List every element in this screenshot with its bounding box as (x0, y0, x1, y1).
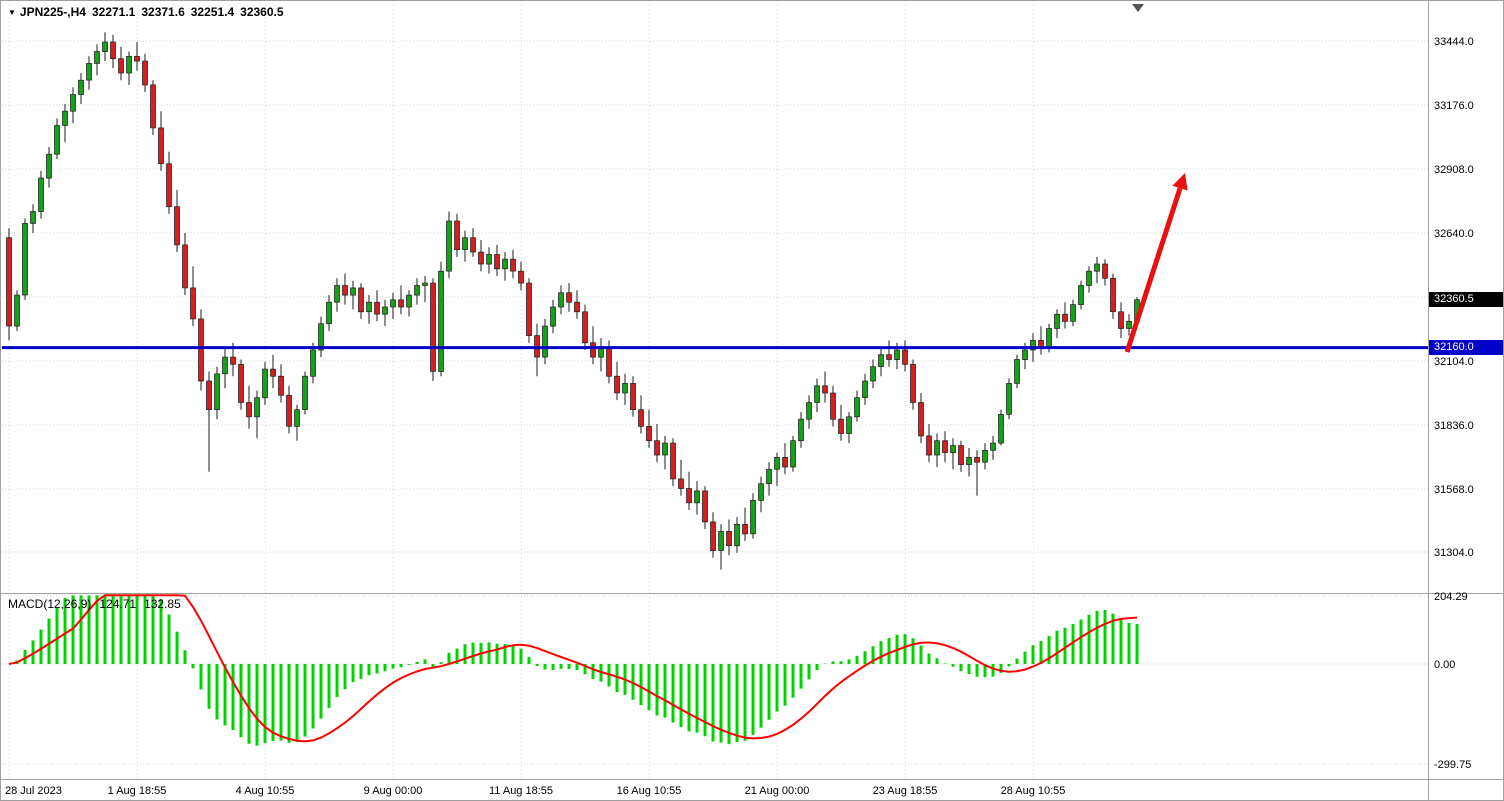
trend-arrow[interactable] (1124, 173, 1188, 353)
ohlc-close: 32360.5 (240, 5, 284, 19)
macd-main-value: 124.71 (99, 597, 137, 611)
hline-price-tag: 32160.0 (1429, 340, 1503, 356)
svg-text:0.00: 0.00 (1434, 659, 1455, 671)
price-axis: 33444.0 33176.0 32908.0 32640.0 32104.0 31836… (1434, 36, 1474, 771)
svg-text:28 Jul 2023: 28 Jul 2023 (5, 785, 62, 797)
candles (6, 32, 1140, 570)
ohlc-high: 32371.6 (141, 5, 185, 19)
macd-name: MACD(12,26,9) (8, 597, 92, 611)
current-price-tag: 32360.5 (1429, 292, 1503, 308)
quick-trade-icon[interactable]: ▼ (8, 7, 16, 17)
svg-text:21 Aug 00:00: 21 Aug 00:00 (745, 785, 810, 797)
svg-text:31568.0: 31568.0 (1434, 484, 1474, 496)
svg-text:4 Aug 10:55: 4 Aug 10:55 (236, 785, 295, 797)
svg-text:28 Aug 10:55: 28 Aug 10:55 (1001, 785, 1066, 797)
svg-text:1 Aug 18:55: 1 Aug 18:55 (108, 785, 167, 797)
chart-shift-marker-icon[interactable] (1132, 4, 1144, 12)
macd-indicator-label: MACD(12,26,9) 124.71 132.85 (8, 597, 189, 611)
svg-text:31304.0: 31304.0 (1434, 547, 1474, 559)
svg-text:23 Aug 18:55: 23 Aug 18:55 (873, 785, 938, 797)
chart-header: ▼ JPN225-,H4 32271.1 32371.6 32251.4 323… (8, 5, 290, 19)
ohlc-open: 32271.1 (91, 5, 136, 19)
svg-text:11 Aug 18:55: 11 Aug 18:55 (489, 785, 553, 797)
svg-text:31836.0: 31836.0 (1434, 420, 1474, 432)
svg-text:204.29: 204.29 (1434, 591, 1468, 603)
svg-text:33176.0: 33176.0 (1434, 100, 1474, 112)
macd-signal-value: 132.85 (144, 597, 181, 611)
svg-text:9 Aug 00:00: 9 Aug 00:00 (364, 785, 423, 797)
svg-text:-299.75: -299.75 (1434, 759, 1471, 771)
svg-text:33444.0: 33444.0 (1434, 36, 1474, 48)
time-axis: 28 Jul 2023 1 Aug 18:55 4 Aug 10:55 9 Aug 0… (5, 785, 1065, 797)
svg-text:32908.0: 32908.0 (1434, 164, 1474, 176)
svg-text:32104.0: 32104.0 (1434, 356, 1474, 368)
macd-histogram (15, 595, 1139, 746)
svg-text:32640.0: 32640.0 (1434, 228, 1474, 240)
symbol-timeframe: JPN225-,H4 (19, 5, 86, 19)
ohlc-low: 32251.4 (190, 5, 235, 19)
macd-signal-line (8, 594, 1138, 743)
svg-text:16 Aug 10:55: 16 Aug 10:55 (617, 785, 682, 797)
